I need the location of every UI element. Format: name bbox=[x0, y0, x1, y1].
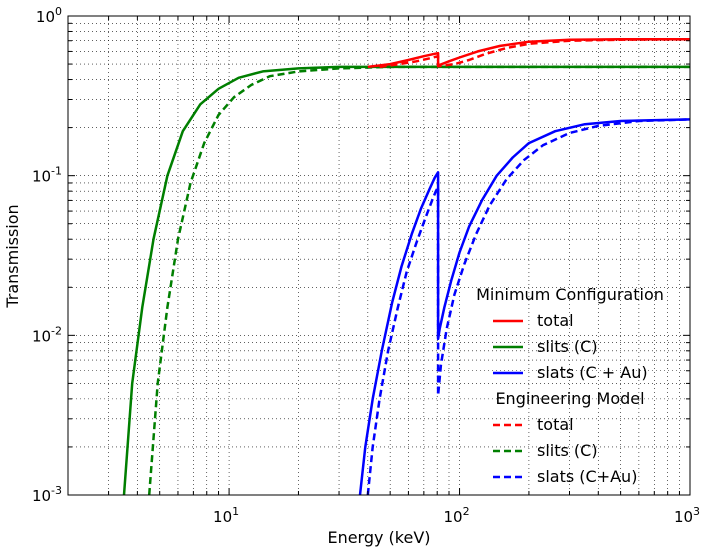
legend-label: total bbox=[537, 415, 574, 434]
x-tick-label: 103 bbox=[674, 505, 700, 526]
series-line bbox=[358, 118, 691, 496]
x-axis-label: Energy (keV) bbox=[327, 528, 430, 547]
tick-labels: 101 102 103 10-3 10-2 10-1 100 bbox=[32, 5, 700, 526]
legend: Minimum Configuration total slits (C) slats… bbox=[476, 285, 664, 486]
legend-label: slits (C) bbox=[537, 337, 598, 356]
series-line bbox=[367, 38, 690, 69]
y-tick-label: 10-2 bbox=[32, 324, 62, 345]
x-tick-label: 102 bbox=[443, 505, 469, 526]
plot-background bbox=[68, 16, 690, 495]
y-tick-label: 100 bbox=[36, 5, 62, 26]
legend-label: slits (C) bbox=[537, 441, 598, 460]
legend-label: slats (C+Au) bbox=[537, 467, 637, 486]
ticks bbox=[67, 15, 691, 496]
series-line bbox=[366, 118, 691, 496]
series-layer bbox=[122, 38, 691, 496]
series-line bbox=[379, 38, 691, 69]
y-tick-label: 10-3 bbox=[32, 484, 62, 505]
legend-label: total bbox=[537, 311, 574, 330]
y-tick-label: 10-1 bbox=[32, 165, 62, 186]
legend-label: slats (C + Au) bbox=[537, 363, 648, 382]
series-line bbox=[147, 65, 690, 496]
x-tick-label: 101 bbox=[213, 505, 239, 526]
legend-group-title: Minimum Configuration bbox=[476, 285, 664, 304]
y-axis-label: Transmission bbox=[3, 204, 22, 308]
plot-frame bbox=[67, 15, 691, 496]
legend-group-title: Engineering Model bbox=[495, 389, 644, 408]
